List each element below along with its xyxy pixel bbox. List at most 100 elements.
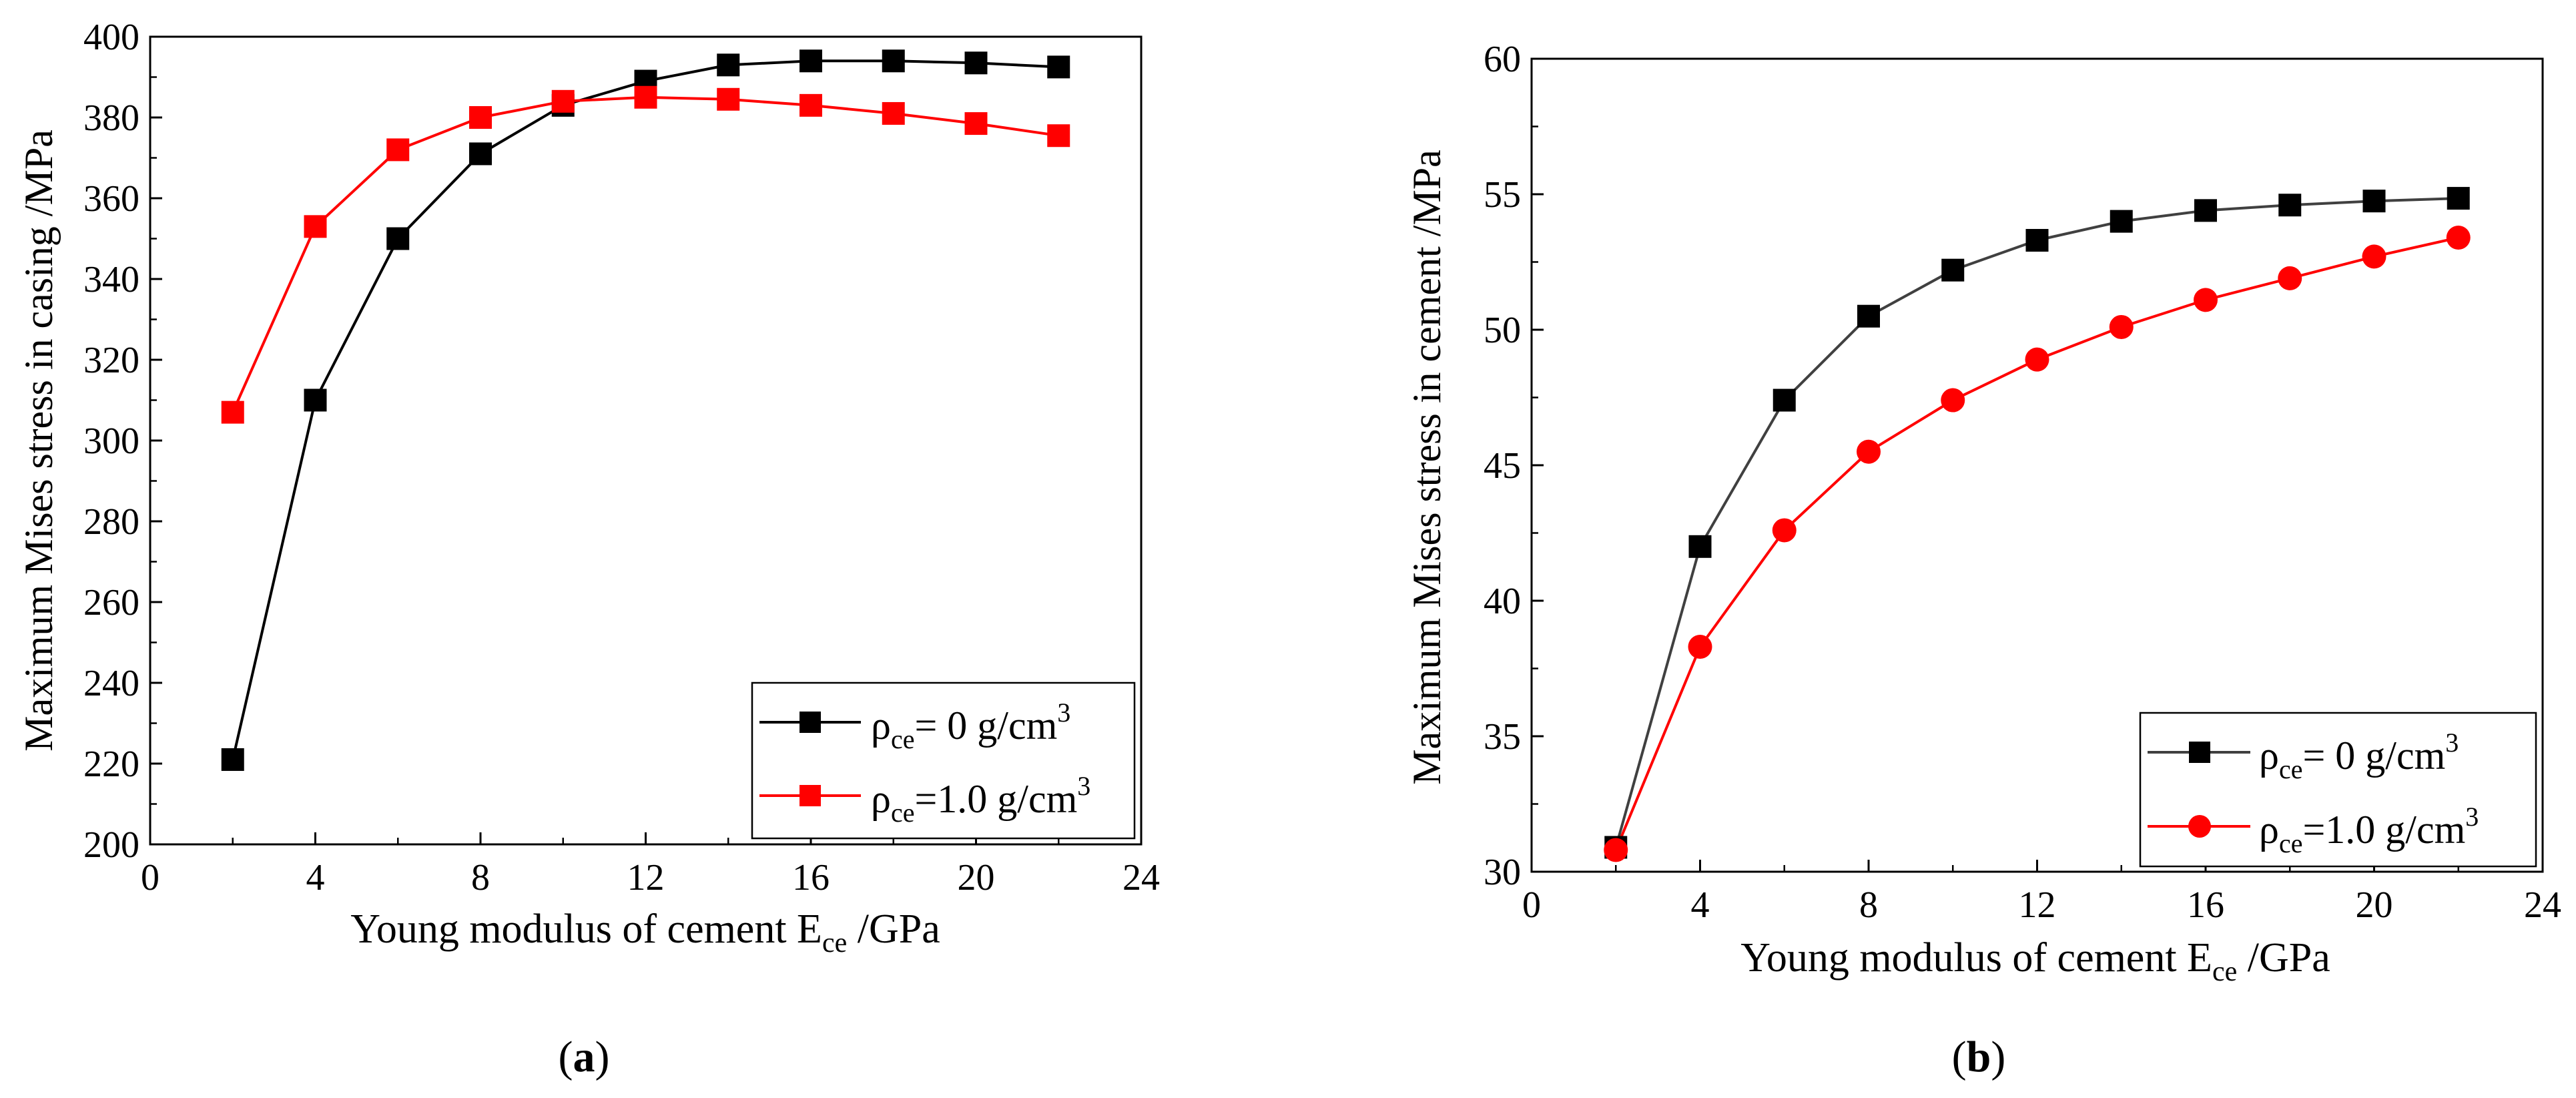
legend-mid: =1.0 g/cm [914,777,1077,821]
chart-a-tick-labels: 0 4 8 12 16 20 24 200 220 240 260 280 300 320 340 360 38… [83,17,1160,898]
chart-b-legend-marker-1 [2189,742,2210,763]
y-tick-label: 280 [83,501,139,543]
chart-a-legend: ρce= 0 g/cm3 ρce=1.0 g/cm3 [751,681,1136,840]
y-tick-label: 300 [83,421,139,462]
data-point [1773,388,1796,412]
chart-a-legend-box [751,681,1136,840]
data-point [1688,635,1712,659]
y-tick-label: 400 [83,17,139,58]
series-line-2 [231,95,1059,413]
x-tick-label: 20 [2356,884,2393,926]
data-point [717,87,740,111]
x-tick-label: 12 [2019,884,2056,926]
x-tick-label: 4 [1691,884,1710,926]
x-tick-label: 0 [141,857,159,898]
data-point [2194,199,2217,222]
chart-b-legend-label-2: ρce=1.0 g/cm3 [2259,802,2479,858]
chart-a-markers [221,49,1070,771]
chart-a-panel-label: (a) [559,1033,610,1081]
legend-rho: ρ [871,704,891,748]
data-point [2446,225,2471,250]
y-tick-label: 320 [83,340,139,381]
data-point [1857,439,1881,464]
legend-sup: 3 [1077,771,1090,801]
x-tick-label: 20 [958,857,995,898]
legend-rho: ρ [2259,808,2279,852]
panel-letter: b [1967,1033,1991,1081]
chart-b-tick-labels: 0 4 8 12 16 20 24 30 35 40 45 50 55 60 [1484,39,2561,926]
xlabel-main: Young modulus of cement E [1740,935,2212,981]
y-tick-label: 360 [83,178,139,220]
chart-a-legend-label-2: ρce=1.0 g/cm3 [871,771,1090,828]
data-point [717,53,740,77]
chart-a-xlabel: Young modulus of cement Ece /GPa [350,906,940,958]
data-point [964,112,988,135]
data-point [304,215,327,238]
x-tick-label: 4 [306,857,325,898]
chart-a-legend-label-1: ρce= 0 g/cm3 [871,698,1070,754]
y-tick-label: 240 [83,663,139,704]
data-point [1047,124,1070,148]
y-tick-label: 45 [1484,445,1521,487]
chart-a-series-lines [231,59,1059,760]
chart-a-plot-frame [149,35,1143,846]
data-point [1941,388,1965,413]
data-point [2109,314,2134,339]
legend-mid: =1.0 g/cm [2302,808,2465,852]
data-point [386,227,410,250]
data-point [469,142,492,166]
x-tick-label: 16 [792,857,830,898]
legend-sup: 3 [2465,802,2479,832]
data-point [2110,210,2133,233]
xlabel-main: Young modulus of cement E [350,906,822,952]
legend-sup: 3 [1057,698,1070,728]
data-point [2362,244,2386,269]
legend-rho: ρ [2259,734,2279,778]
chart-a-ylabel: Maximum Mises stress in casing /MPa [17,129,61,752]
y-tick-label: 35 [1484,716,1521,758]
panel-paren-open: ( [559,1033,573,1081]
chart-b-markers [1604,187,2471,862]
data-point [386,138,410,162]
x-tick-label: 24 [1122,857,1160,898]
legend-mid: = 0 g/cm [914,704,1057,748]
data-point [221,748,244,771]
chart-b-legend: ρce= 0 g/cm3 ρce=1.0 g/cm3 [2139,712,2537,868]
x-tick-label: 12 [627,857,665,898]
data-point [882,49,905,73]
y-tick-label: 340 [83,259,139,300]
legend-rho: ρ [871,777,891,821]
data-point [2278,266,2302,290]
y-tick-label: 55 [1484,174,1521,216]
chart-b-legend-box [2139,712,2537,868]
data-point [1857,304,1880,328]
data-point [1772,518,1797,543]
panel-letter: a [573,1033,595,1081]
panel-paren-close: ) [1991,1033,2005,1081]
series-line-1 [231,59,1059,760]
data-point [1047,55,1070,79]
x-tick-label: 24 [2524,884,2561,926]
data-point [2025,347,2049,372]
x-tick-label: 8 [1859,884,1878,926]
xlabel-sub: ce [822,928,847,958]
data-point [1688,535,1712,558]
y-tick-label: 30 [1484,852,1521,893]
data-point [1604,838,1628,862]
data-point [469,106,492,129]
chart-b-legend-label-1: ρce= 0 g/cm3 [2259,728,2459,784]
legend-sub: ce [2279,754,2303,784]
y-tick-label: 220 [83,744,139,785]
chart-b-legend-marker-2 [2188,815,2211,838]
chart-a-legend-marker-1 [799,712,821,733]
y-tick-label: 260 [83,582,139,623]
data-point [634,85,657,109]
legend-sup: 3 [2445,728,2459,758]
chart-a: 0 4 8 12 16 20 24 200 220 240 260 280 300 320 340 360 38… [17,17,1160,1081]
xlabel-unit: /GPa [847,906,940,952]
y-tick-label: 50 [1484,310,1521,351]
data-point [882,101,905,125]
data-point [2194,288,2218,312]
